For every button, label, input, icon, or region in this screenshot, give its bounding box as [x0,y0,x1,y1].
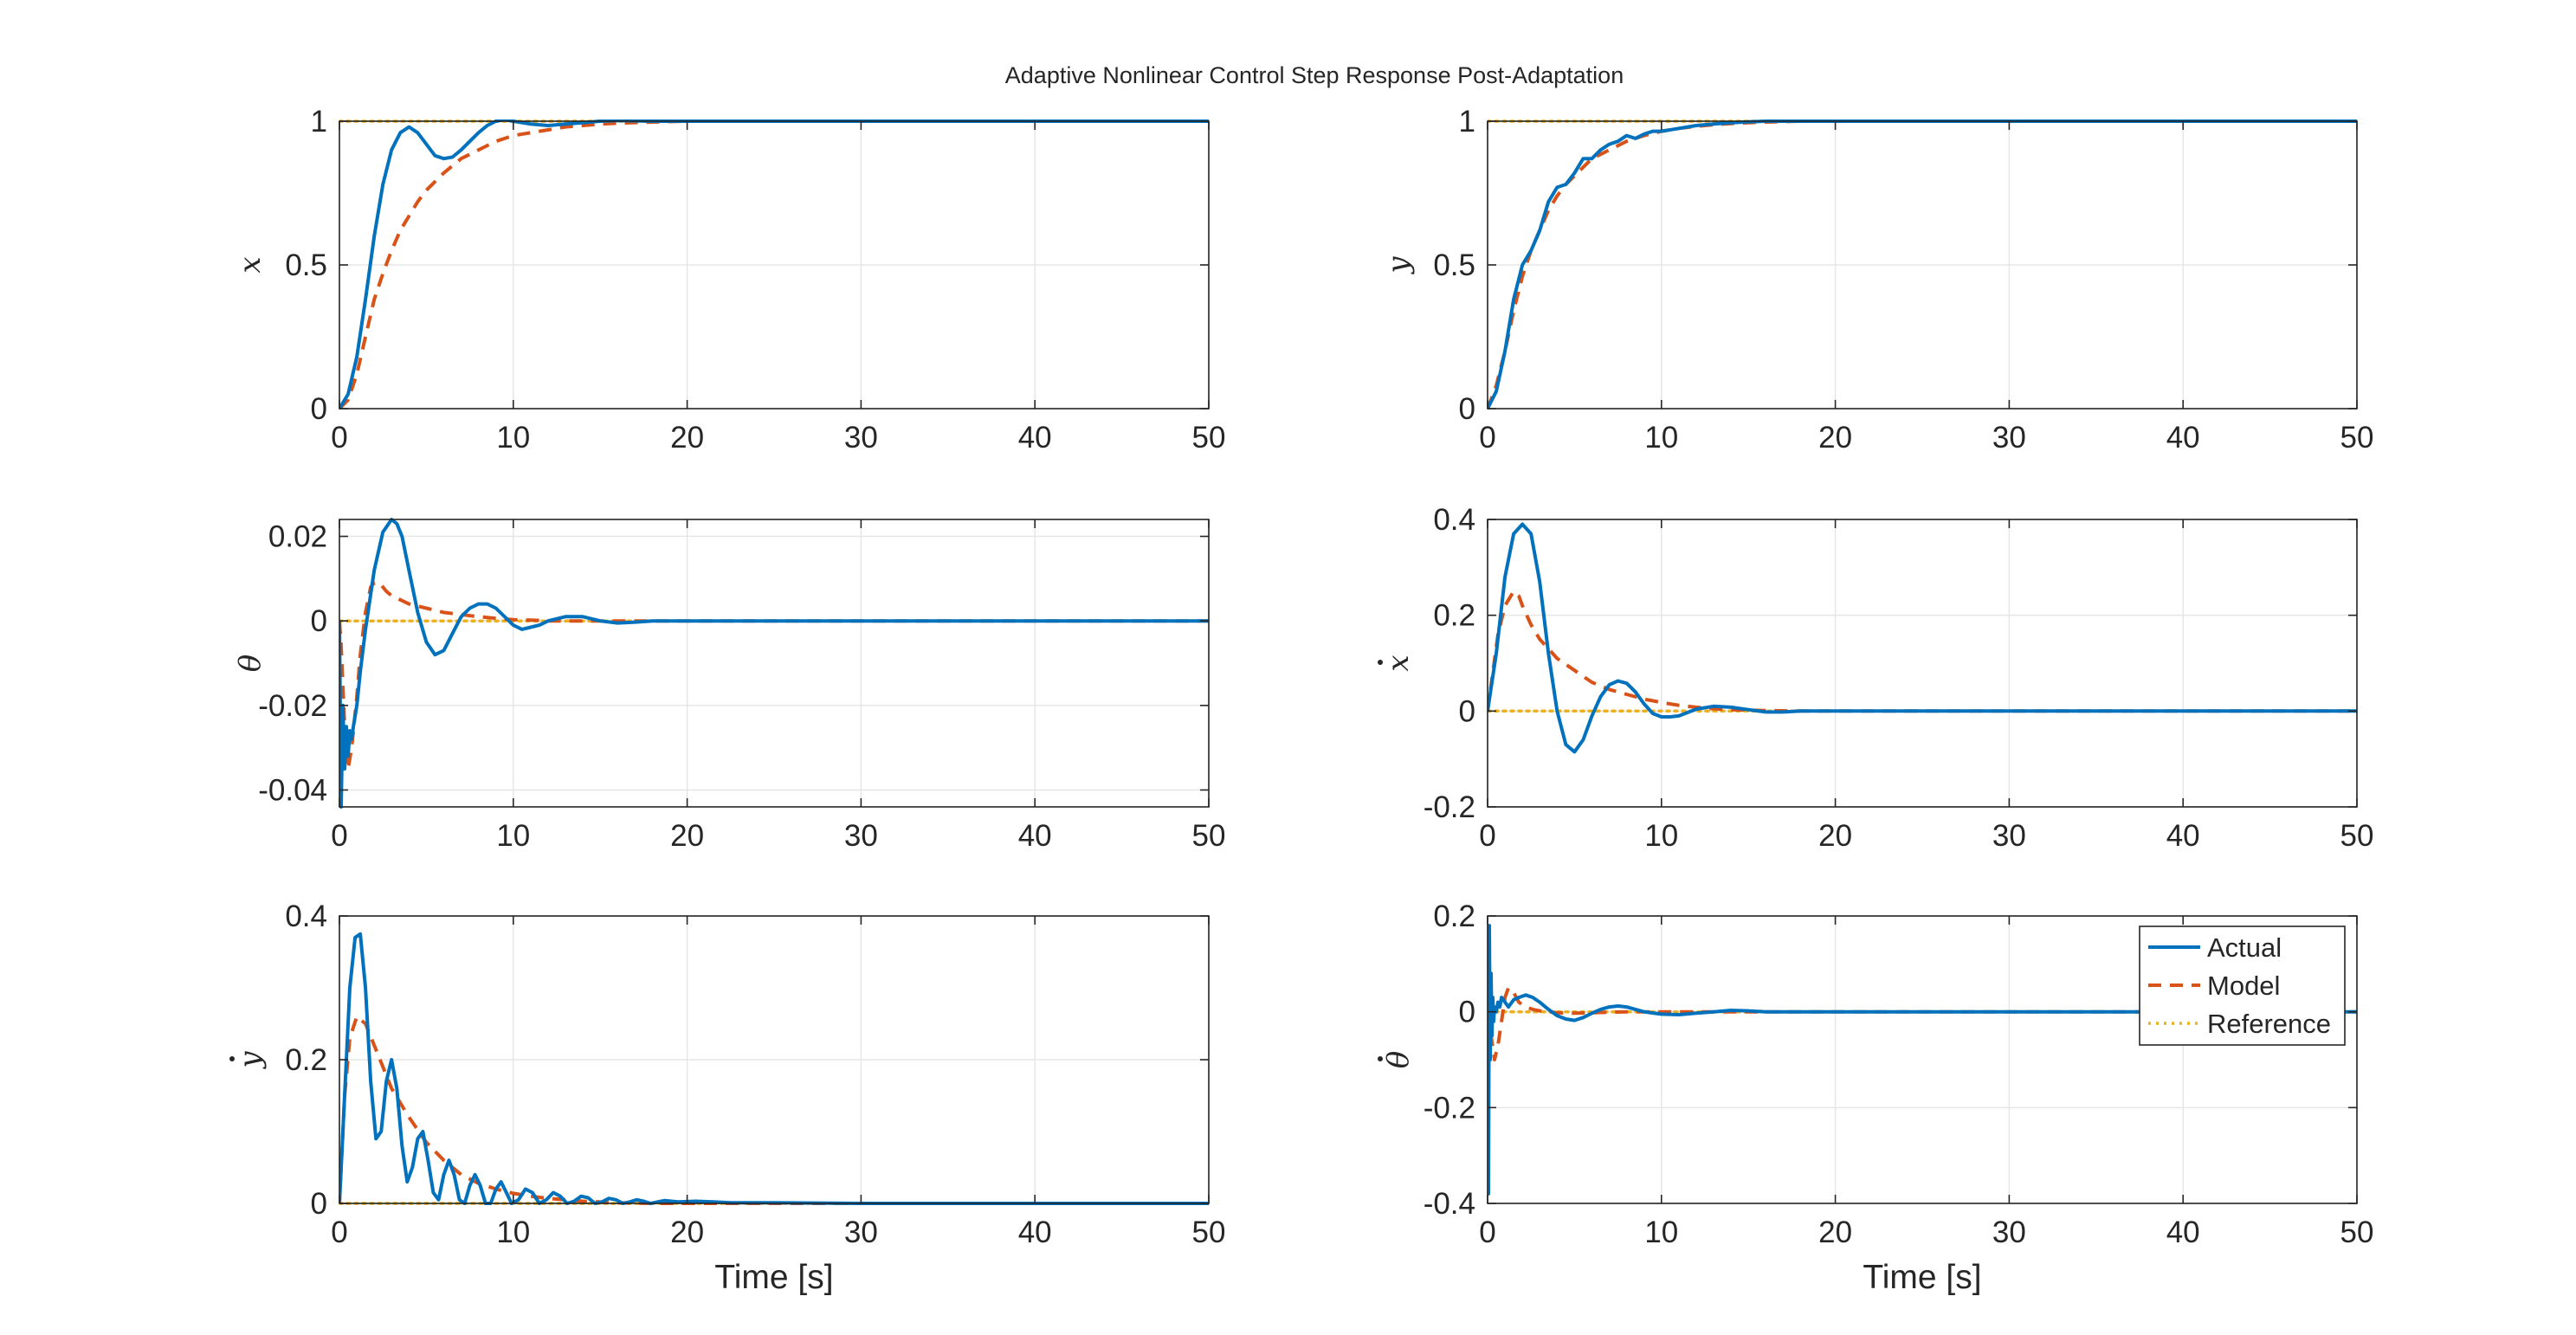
y-axis-label-text: θ [233,655,268,672]
legend-label-model: Model [2207,971,2280,1001]
subplot-x: 0 10 20 30 40 50 0 0.5 1 x [233,105,1225,455]
y-tick-label: 0 [311,392,327,426]
subplot-thetadot: 0 10 20 30 40 50 -0.4 -0.2 0 0.2 θ Time [s] Actual Mo… [1378,900,2373,1296]
y-tick-label: 0.4 [1433,503,1475,537]
x-tick-label: 50 [1192,1216,1226,1249]
derivative-dot [1378,1056,1383,1061]
axes-box [1487,519,2358,808]
y-axis-label: y [1381,256,1416,275]
y-tick-label: 0 [1459,996,1475,1029]
y-axis-label: θ [233,655,268,672]
x-tick-label: 20 [1818,421,1852,455]
y-tick-label: 0.5 [285,248,327,282]
series-line-actual [339,518,1209,809]
y-tick-label: -0.04 [258,773,327,807]
series-group [339,518,1209,809]
x-tick-label: 10 [496,421,530,455]
x-tick-label: 50 [1192,421,1226,455]
x-tick-label: 40 [1018,819,1052,853]
x-tick-label: 30 [844,819,878,853]
figure-title: Adaptive Nonlinear Control Step Response… [1005,62,1624,88]
series-line-actual [1488,924,2357,1196]
x-tick-label: 50 [2340,819,2374,853]
y-axis-label: y [229,1051,268,1070]
x-tick-label: 10 [496,1216,530,1249]
legend-label-actual: Actual [2207,932,2282,963]
x-tick-label: 0 [1479,421,1495,455]
x-tick-label: 30 [844,421,878,455]
x-tick-label: 30 [1992,421,2026,455]
x-tick-label: 30 [1992,819,2026,853]
subplot-grid: 0 10 20 30 40 50 0 0.5 1 x 0 10 20 30 40 50 0 0.5 1 y 0 10 20 3… [229,105,2373,1296]
x-tick-label: 0 [331,819,347,853]
x-tick-label: 20 [670,819,704,853]
y-tick-label: 0 [311,604,327,638]
x-tick-label: 20 [1818,819,1852,853]
y-axis-label-text: x [1381,655,1416,671]
y-axis-label-text: θ [1381,1051,1416,1068]
x-tick-label: 0 [331,421,347,455]
y-tick-label: 1 [311,105,327,139]
series-line-actual [1488,522,2357,754]
y-tick-label: 0.2 [285,1043,327,1077]
x-tick-label: 40 [1018,1216,1052,1249]
x-tick-label: 20 [670,421,704,455]
y-tick-label: 0.02 [268,520,327,554]
y-tick-label: 0.2 [1433,599,1475,633]
y-tick-label: -0.02 [258,689,327,723]
x-tick-label: 20 [670,1216,704,1249]
x-tick-label: 40 [2166,819,2200,853]
x-tick-label: 10 [496,819,530,853]
x-axis-label: Time [s] [1863,1259,1981,1296]
y-axis-label-text: y [233,1051,268,1070]
legend-label-reference: Reference [2207,1009,2331,1039]
x-tick-label: 40 [2166,1216,2200,1249]
y-axis-label: θ [1378,1051,1416,1068]
subplot-theta: 0 10 20 30 40 50 -0.04 -0.02 0 0.02 θ [233,518,1226,853]
y-tick-label: 0 [1459,694,1475,728]
x-tick-label: 0 [331,1216,347,1249]
y-tick-label: 0.2 [1433,900,1475,933]
legend: Actual Model Reference [2139,925,2346,1046]
y-tick-label: -0.4 [1424,1187,1475,1221]
x-tick-label: 40 [2166,421,2200,455]
derivative-dot [1378,660,1383,665]
subplot-xdot: 0 10 20 30 40 50-0.200.20.4x [1378,503,2373,853]
x-tick-label: 30 [844,1216,878,1249]
x-tick-label: 0 [1479,819,1495,853]
x-tick-label: 0 [1479,1216,1495,1249]
series-group [1488,522,2357,754]
series-line-actual [339,932,1209,1205]
x-tick-label: 30 [1992,1216,2026,1249]
y-tick-label: 0.5 [1433,248,1475,282]
x-axis-label: Time [s] [714,1259,833,1296]
subplot-ydot: 0 10 20 30 40 50 0 0.2 0.4 y Time [s] [229,900,1225,1296]
y-tick-label: 1 [1459,105,1475,139]
y-tick-label: -0.2 [1424,790,1475,824]
axes-box [339,519,1210,808]
x-tick-label: 50 [1192,819,1226,853]
x-tick-label: 50 [2340,421,2374,455]
y-axis-label-text: y [1381,256,1416,275]
y-tick-label: 0 [311,1187,327,1221]
y-tick-label: 0.4 [285,900,327,933]
subplot-y: 0 10 20 30 40 50 0 0.5 1 y [1381,105,2373,455]
axes-box [1487,915,2358,1204]
derivative-dot [229,1056,235,1061]
y-axis-label-text: x [233,256,268,273]
y-axis-label: x [1378,655,1416,672]
x-tick-label: 10 [1644,1216,1678,1249]
x-tick-label: 40 [1018,421,1052,455]
y-axis-label: x [233,256,268,273]
x-tick-label: 10 [1644,421,1678,455]
x-tick-label: 50 [2340,1216,2374,1249]
x-tick-label: 20 [1818,1216,1852,1249]
x-tick-label: 10 [1644,819,1678,853]
y-tick-label: 0 [1459,392,1475,426]
y-tick-label: -0.2 [1424,1091,1475,1125]
